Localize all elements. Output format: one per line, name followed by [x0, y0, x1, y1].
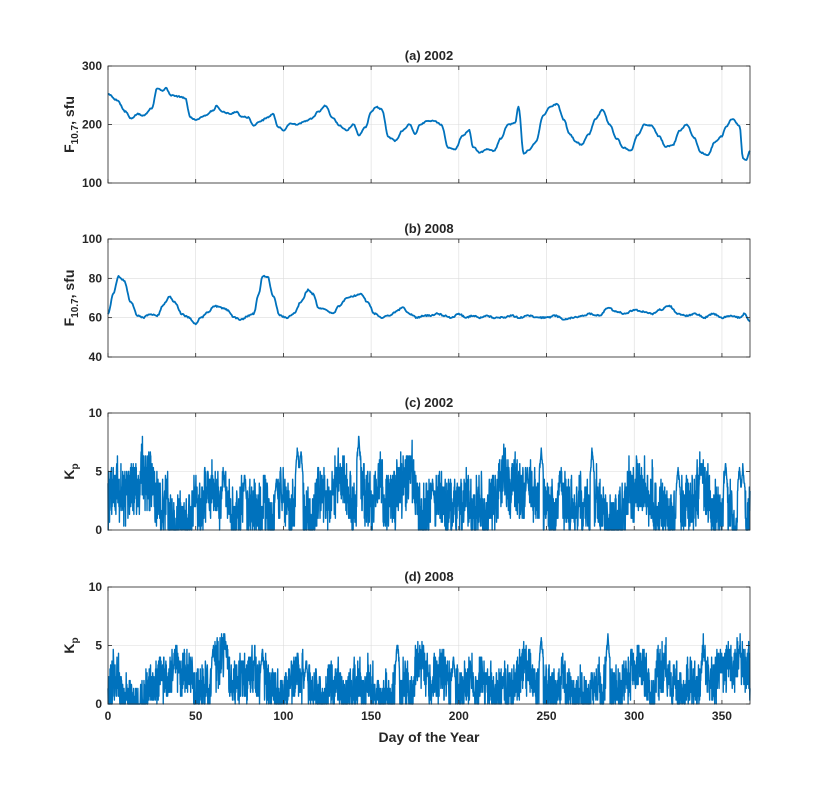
series-line	[107, 633, 751, 705]
panel-a-2002: 100 200 300 (a) 2002 F10.7, sfu	[61, 48, 751, 190]
x-tick-label: 100	[273, 709, 293, 723]
series-line	[107, 86, 751, 161]
y-axis-label-subscript: p	[70, 637, 81, 643]
x-axis-label: Day of the Year	[379, 729, 480, 745]
y-axis-label-main: F	[61, 144, 77, 153]
y-axis-label-suffix: , sfu	[61, 96, 77, 125]
y-tick-label: 0	[95, 697, 102, 711]
y-axis-label: Kp	[61, 637, 81, 653]
x-tick-label: 150	[361, 709, 381, 723]
y-tick-label: 10	[89, 580, 103, 594]
panel-title: (d) 2008	[404, 569, 453, 584]
panel-c-2002: 0 5 10 (c) 2002 Kp	[61, 395, 751, 537]
y-tick-label: 0	[95, 523, 102, 537]
y-axis-label: Kp	[61, 463, 81, 479]
x-tick-label: 250	[537, 709, 557, 723]
y-tick-label: 60	[89, 311, 103, 325]
y-axis-label: F10.7, sfu	[61, 270, 81, 327]
y-tick-label: 10	[89, 406, 103, 420]
y-tick-label: 80	[89, 271, 103, 285]
axes-frame	[107, 238, 751, 358]
x-tick-label: 350	[712, 709, 732, 723]
x-tick-label: 300	[624, 709, 644, 723]
y-tick-label: 100	[82, 176, 102, 190]
panel-b-2008: 40 60 80 100 (b) 2008 F10.7, sfu	[61, 221, 751, 364]
y-tick-label: 5	[95, 639, 102, 653]
x-tick-label: 200	[449, 709, 469, 723]
y-axis-label: F10.7, sfu	[61, 96, 81, 153]
x-tick-label: 50	[189, 709, 203, 723]
panel-title: (c) 2002	[405, 395, 453, 410]
y-axis-label-subscript: 10.7	[70, 124, 81, 144]
x-tick-label: 0	[105, 709, 112, 723]
y-tick-label: 200	[82, 118, 102, 132]
y-axis-label-main: K	[61, 643, 77, 653]
y-tick-label: 5	[95, 465, 102, 479]
y-tick-label: 40	[89, 350, 103, 364]
y-axis-label-suffix: , sfu	[61, 270, 77, 299]
panel-title: (b) 2008	[404, 221, 453, 236]
series-line	[107, 274, 751, 326]
y-axis-label-subscript: 10.7	[70, 298, 81, 318]
series-line	[107, 435, 751, 531]
y-tick-label: 300	[82, 59, 102, 73]
panel-d-2008: 0 50 100 150 200 250 300 350 0 5 10 (d) 2008 Kp Day o…	[61, 569, 751, 745]
y-axis-label-main: F	[61, 317, 77, 326]
y-axis-label-main: K	[61, 469, 77, 479]
panel-title: (a) 2002	[405, 48, 453, 63]
y-tick-label: 100	[82, 232, 102, 246]
y-axis-label-subscript: p	[70, 463, 81, 469]
